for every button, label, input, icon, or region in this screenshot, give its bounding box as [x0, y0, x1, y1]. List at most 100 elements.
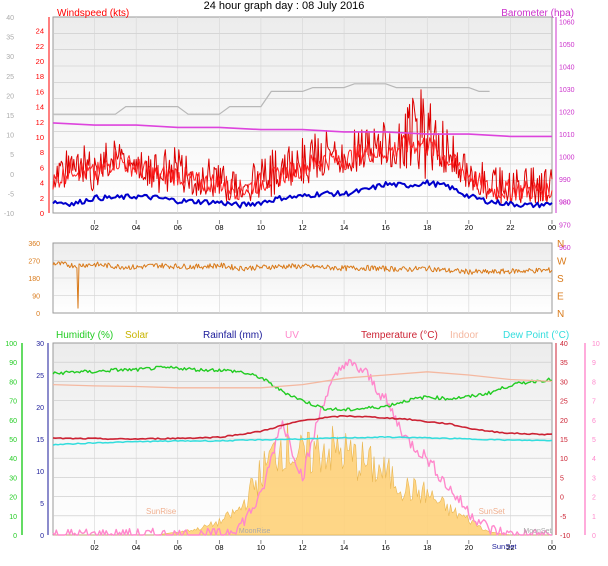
- humidity-tick-label: 100: [5, 341, 17, 348]
- time-tick-label: 22: [506, 543, 514, 552]
- uv-tick-label: 0: [592, 533, 596, 540]
- wind-right-tick-label: 980: [559, 200, 571, 207]
- uv-tick-label: 4: [592, 456, 596, 463]
- time-tick-label: 16: [381, 223, 389, 232]
- humidity-tick-label: 50: [9, 437, 17, 444]
- time-tick-label: 02: [90, 543, 98, 552]
- temperature-tick-label: 10: [560, 456, 568, 463]
- indoor-series-line: [52, 371, 553, 389]
- windspeed-tick-label: 22: [36, 42, 44, 51]
- windspeed-tick-label: 8: [40, 148, 44, 157]
- windspeed-tick-label: 20: [36, 57, 44, 66]
- windspeed-tick-label: 16: [36, 87, 44, 96]
- humidity-tick-label: 20: [9, 495, 17, 502]
- moonset-label: MoonSet: [523, 528, 551, 535]
- dewpoint-series-line: [52, 435, 553, 446]
- time-tick-label: 04: [132, 543, 140, 552]
- time-tick-label: 16: [381, 543, 389, 552]
- time-tick-label: 20: [465, 543, 473, 552]
- barometer-tick-label: 1000: [559, 155, 575, 162]
- outer-tick-label: 25: [6, 74, 14, 81]
- legend-entry: Temperature (°C): [361, 330, 438, 341]
- humidity-tick-label: 80: [9, 379, 17, 386]
- windspeed-tick-label: 4: [40, 179, 44, 188]
- barometer-tick-label: 1010: [559, 132, 575, 139]
- uv-tick-label: 7: [592, 399, 596, 406]
- windspeed-tick-label: 6: [40, 163, 44, 172]
- time-tick-label: 10: [257, 223, 265, 232]
- time-tick-label: 00: [548, 223, 556, 232]
- temperature-tick-label: 20: [560, 418, 568, 425]
- rainfall-tick-label: 30: [36, 341, 44, 348]
- direction-tick-label: 90: [32, 294, 40, 301]
- humidity-tick-label: 30: [9, 475, 17, 482]
- temperature-tick-label: -10: [560, 533, 570, 540]
- wind-right-tick-label: 970: [559, 222, 571, 229]
- compass-label: N: [557, 239, 564, 250]
- legend-entry: Humidity (%): [56, 330, 113, 341]
- legend-entry: Dew Point (°C): [503, 330, 569, 341]
- uv-tick-label: 6: [592, 418, 596, 425]
- temperature-tick-label: 25: [560, 399, 568, 406]
- time-tick-label: 20: [465, 223, 473, 232]
- sunset-label: SunSet: [479, 507, 506, 516]
- time-tick-label: 04: [132, 223, 140, 232]
- wind-right-tick-label: 960: [559, 245, 571, 252]
- direction-tick-label: 270: [28, 259, 40, 266]
- humidity-series-line: [52, 365, 553, 412]
- uv-tick-label: 9: [592, 360, 596, 367]
- time-tick-label: 12: [298, 543, 306, 552]
- humidity-tick-label: 60: [9, 418, 17, 425]
- direction-tick-label: 0: [36, 311, 40, 318]
- temperature-series-line: [52, 414, 553, 441]
- windspeed-tick-label: 18: [36, 72, 44, 81]
- windspeed-tick-label: 14: [36, 103, 44, 112]
- legend-entry: Solar: [125, 330, 149, 341]
- outer-tick-label: 5: [10, 152, 14, 159]
- time-tick-label: 18: [423, 223, 431, 232]
- time-tick-label: 08: [215, 223, 223, 232]
- time-tick-label: 14: [340, 543, 348, 552]
- compass-label: W: [557, 257, 567, 268]
- wind-average-line: [52, 179, 553, 209]
- direction-tick-label: 360: [28, 241, 40, 248]
- time-tick-label: 14: [340, 223, 348, 232]
- barometer-tick-label: 980: [559, 200, 571, 207]
- barometer-tick-label: 1060: [559, 20, 575, 27]
- outer-tick-label: 30: [6, 54, 14, 61]
- temperature-tick-label: 40: [560, 341, 568, 348]
- barometer-tick-label: 1040: [559, 65, 575, 72]
- gust-series-line: [52, 89, 553, 204]
- temperature-tick-label: -5: [560, 514, 566, 521]
- uv-tick-label: 8: [592, 379, 596, 386]
- time-tick-label: 06: [174, 543, 182, 552]
- outer-tick-label: 20: [6, 93, 14, 100]
- windspeed-tick-label: 0: [40, 209, 44, 218]
- uv-tick-label: 1: [592, 514, 596, 521]
- temperature-tick-label: 30: [560, 379, 568, 386]
- rainfall-tick-label: 25: [36, 373, 44, 380]
- time-tick-label: 10: [257, 543, 265, 552]
- compass-label: E: [557, 292, 564, 303]
- time-tick-label: 02: [90, 223, 98, 232]
- windspeed-tick-label: 24: [36, 27, 44, 36]
- time-tick-label: 06: [174, 223, 182, 232]
- temperature-tick-label: 35: [560, 360, 568, 367]
- compass-label: N: [557, 309, 564, 320]
- barometer-tick-label: 1050: [559, 42, 575, 49]
- legend-entry: Rainfall (mm): [203, 330, 262, 341]
- legend-entry: Indoor: [450, 330, 479, 341]
- humidity-tick-label: 90: [9, 360, 17, 367]
- rainfall-tick-label: 0: [40, 533, 44, 540]
- time-tick-label: 22: [506, 223, 514, 232]
- sunset-time-label: SunSet: [492, 542, 518, 551]
- chart-title: 24 hour graph day : 08 July 2016: [204, 0, 365, 12]
- windspeed-axis-title: Windspeed (kts): [57, 8, 129, 19]
- barometer-tick-label: 1020: [559, 110, 575, 117]
- outer-tick-label: -10: [4, 211, 14, 218]
- windspeed-tick-label: 2: [40, 194, 44, 203]
- uv-tick-label: 2: [592, 495, 596, 502]
- barometer-axis-title: Barometer (hpa): [501, 8, 574, 19]
- temperature-tick-label: 0: [560, 495, 564, 502]
